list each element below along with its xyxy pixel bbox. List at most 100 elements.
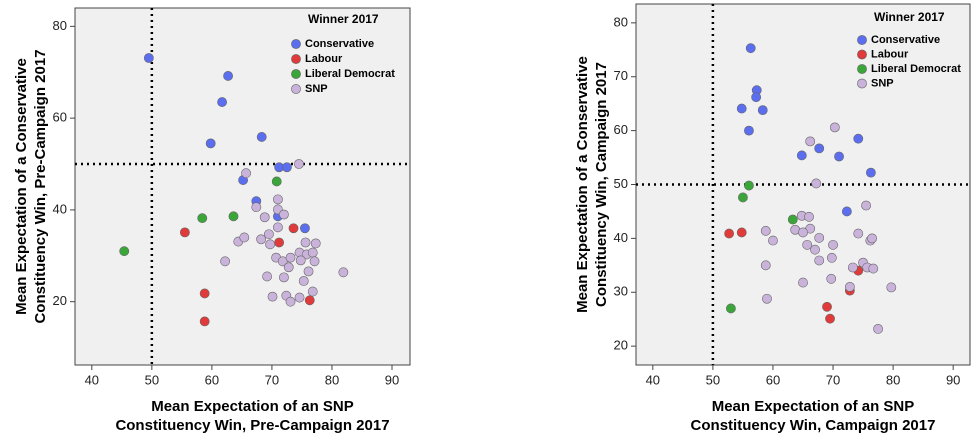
data-point <box>867 233 877 244</box>
legend-label: SNP <box>871 77 894 89</box>
data-point <box>873 323 883 334</box>
legend-marker <box>291 84 301 94</box>
legend-label: Liberal Democrat <box>305 68 395 80</box>
data-point <box>834 151 844 162</box>
data-point <box>736 227 747 238</box>
data-point <box>285 252 296 263</box>
data-point <box>294 159 304 169</box>
data-point <box>338 267 349 278</box>
y-tick-label: 40 <box>614 230 628 245</box>
data-point <box>241 168 252 179</box>
data-point <box>265 239 276 250</box>
y-tick-label: 50 <box>614 176 628 191</box>
plot-area <box>74 7 411 366</box>
data-point <box>239 232 250 243</box>
data-point <box>295 255 306 266</box>
data-point <box>217 97 227 107</box>
data-point <box>179 227 190 238</box>
data-point <box>787 214 798 225</box>
data-point <box>205 138 216 149</box>
data-point <box>264 229 274 240</box>
y-axis-label: Mean Expectation of a Conservative <box>13 58 30 315</box>
data-point <box>285 296 296 307</box>
data-point <box>826 273 837 284</box>
data-point <box>271 176 282 187</box>
x-tick-label: 40 <box>646 372 660 387</box>
x-tick-label: 60 <box>205 372 219 387</box>
data-point <box>288 223 299 234</box>
data-point <box>274 237 285 248</box>
legend-title: Winner 2017 <box>874 10 945 24</box>
data-point <box>762 293 772 304</box>
data-point <box>256 132 267 142</box>
data-point <box>810 244 820 255</box>
data-point <box>228 211 239 222</box>
data-point <box>279 272 289 283</box>
x-tick-label: 80 <box>886 372 900 387</box>
data-point <box>841 206 852 217</box>
data-point <box>798 277 808 288</box>
data-point <box>738 192 748 203</box>
data-point <box>307 247 318 258</box>
data-point <box>796 150 807 161</box>
legend-marker <box>857 49 867 60</box>
data-point <box>828 239 838 250</box>
y-tick-label: 60 <box>53 110 67 125</box>
data-point <box>811 178 822 189</box>
y-axis-label: Mean Expectation of a Conservative <box>574 56 591 313</box>
data-point <box>303 266 314 277</box>
data-point <box>861 200 871 211</box>
data-point <box>751 92 762 103</box>
data-point <box>868 263 879 274</box>
data-point <box>822 301 832 312</box>
data-point <box>886 282 897 293</box>
data-point <box>768 235 778 246</box>
y-tick-label: 80 <box>614 14 628 29</box>
data-point <box>143 53 154 63</box>
data-point <box>829 122 840 133</box>
data-point <box>847 262 858 273</box>
data-point <box>197 213 208 224</box>
y-tick-label: 30 <box>614 284 628 299</box>
data-point <box>802 239 813 250</box>
data-point <box>798 227 808 238</box>
data-point <box>262 271 273 282</box>
data-point <box>760 260 771 271</box>
x-tick-label: 90 <box>385 372 399 387</box>
data-point <box>251 202 262 213</box>
data-point <box>865 167 876 178</box>
data-point <box>220 256 230 267</box>
y-axis-label: Constituency Win, Campaign 2017 <box>593 62 610 307</box>
data-point <box>282 162 292 173</box>
data-point <box>223 71 233 81</box>
data-point <box>853 133 864 144</box>
legend-marker <box>291 54 301 64</box>
data-point <box>273 222 283 233</box>
x-axis-label: Constituency Win, Campaign 2017 <box>691 417 936 434</box>
data-point <box>310 238 321 249</box>
data-point <box>825 313 835 324</box>
y-tick-label: 40 <box>53 201 67 216</box>
data-point <box>119 246 130 257</box>
data-point <box>744 180 754 191</box>
legend-label: SNP <box>305 83 328 95</box>
x-tick-label: 80 <box>325 372 339 387</box>
data-point <box>304 295 315 306</box>
y-tick-label: 70 <box>614 68 628 83</box>
data-point <box>760 225 771 236</box>
data-point <box>814 232 825 243</box>
data-point <box>726 303 736 314</box>
legend-marker <box>857 64 867 74</box>
x-tick-label: 90 <box>946 372 960 387</box>
data-point <box>805 136 816 147</box>
x-tick-label: 60 <box>766 372 780 387</box>
legend-label: Labour <box>871 48 909 60</box>
x-axis-label: Mean Expectation of an SNP <box>712 398 915 415</box>
data-point <box>853 228 864 239</box>
data-point <box>273 194 283 205</box>
y-tick-label: 60 <box>614 122 628 137</box>
data-point <box>814 143 825 154</box>
data-point <box>745 43 756 54</box>
y-axis-label: Constituency Win, Pre-Campaign 2017 <box>32 49 49 323</box>
